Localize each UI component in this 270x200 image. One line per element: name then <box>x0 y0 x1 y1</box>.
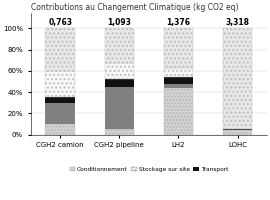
Text: 3,318: 3,318 <box>226 18 250 27</box>
Bar <box>104 87 134 129</box>
Bar <box>45 71 75 97</box>
Bar <box>164 88 193 135</box>
Bar <box>45 28 75 71</box>
Bar <box>104 129 134 135</box>
Bar <box>223 28 252 129</box>
Bar <box>164 68 193 77</box>
Text: 1,093: 1,093 <box>107 18 131 27</box>
Text: 1,376: 1,376 <box>167 18 190 27</box>
Bar <box>223 130 252 135</box>
Bar <box>164 28 193 68</box>
Bar <box>164 77 193 84</box>
Bar <box>104 79 134 87</box>
Bar <box>45 97 75 103</box>
Bar <box>104 63 134 79</box>
Bar <box>104 28 134 63</box>
Legend: Conditionnement, Stockage sur site, Transport: Conditionnement, Stockage sur site, Tran… <box>67 164 231 174</box>
Bar <box>164 84 193 88</box>
Bar <box>45 124 75 135</box>
Text: 0,763: 0,763 <box>48 18 72 27</box>
Text: Contributions au Changement Climatique (kg CO2 eq): Contributions au Changement Climatique (… <box>31 3 238 12</box>
Bar <box>45 103 75 124</box>
Bar <box>223 129 252 130</box>
